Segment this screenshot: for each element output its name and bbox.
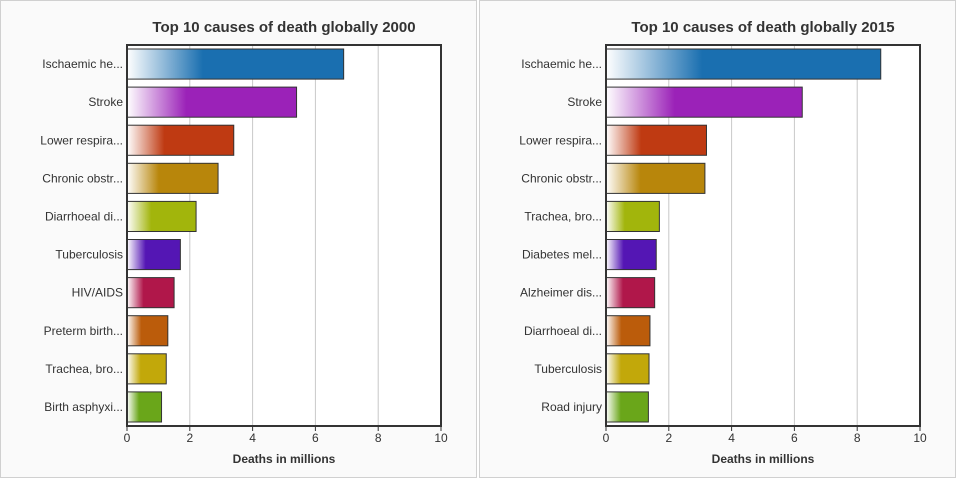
chart-title: Top 10 causes of death globally 2015	[631, 19, 894, 36]
x-tick-label: 6	[312, 431, 319, 445]
category-label: Lower respira...	[40, 133, 123, 147]
category-label: Chronic obstr...	[42, 171, 123, 185]
bar[interactable]	[126, 48, 345, 80]
category-label: Stroke	[88, 95, 123, 109]
x-tick-label: 6	[791, 431, 798, 445]
bar[interactable]	[605, 48, 882, 80]
bar[interactable]	[605, 86, 803, 118]
x-tick-label: 0	[603, 431, 610, 445]
bar[interactable]	[605, 200, 660, 232]
plot-frame	[605, 44, 921, 427]
category-label: Ischaemic he...	[42, 57, 123, 71]
bar[interactable]	[126, 124, 235, 156]
bar[interactable]	[126, 391, 163, 423]
x-tick-label: 4	[249, 431, 256, 445]
bar[interactable]	[126, 353, 167, 385]
bar[interactable]	[605, 277, 656, 309]
bar[interactable]	[605, 162, 706, 194]
bar[interactable]	[605, 391, 649, 423]
x-tick-label: 2	[186, 431, 193, 445]
x-tick-label: 2	[665, 431, 672, 445]
plot-frame	[126, 44, 442, 427]
x-tick-label: 0	[124, 431, 131, 445]
category-label: Stroke	[567, 95, 602, 109]
category-label: Diabetes mel...	[522, 248, 602, 262]
chart-panel-2015: Top 10 causes of death globally 2015 Isc…	[479, 0, 956, 478]
category-label: Tuberculosis	[55, 248, 123, 262]
category-label: Trachea, bro...	[45, 362, 123, 376]
x-tick-label: 10	[434, 431, 448, 445]
x-axis-label: Deaths in millions	[233, 452, 336, 466]
bar[interactable]	[605, 315, 651, 347]
category-label: Birth asphyxi...	[44, 400, 123, 414]
chart-panel-2000: Top 10 causes of death globally 2000 Isc…	[0, 0, 477, 478]
bar[interactable]	[126, 162, 219, 194]
category-label: Diarrhoeal di...	[45, 209, 123, 223]
category-label: Trachea, bro...	[524, 209, 602, 223]
bar-chart-2000: Top 10 causes of death globally 2000 Isc…	[40, 19, 448, 466]
bar-chart-2015: Top 10 causes of death globally 2015 Isc…	[519, 19, 927, 466]
x-tick-label: 8	[375, 431, 382, 445]
x-tick-label: 8	[854, 431, 861, 445]
category-label: HIV/AIDS	[72, 286, 123, 300]
category-label: Ischaemic he...	[521, 57, 602, 71]
category-label: Diarrhoeal di...	[524, 324, 602, 338]
x-tick-label: 4	[728, 431, 735, 445]
bar[interactable]	[605, 353, 650, 385]
category-label: Chronic obstr...	[521, 171, 602, 185]
chart-title: Top 10 causes of death globally 2000	[152, 19, 415, 36]
bar[interactable]	[126, 200, 197, 232]
bar[interactable]	[126, 315, 169, 347]
bar[interactable]	[126, 277, 175, 309]
category-label: Alzheimer dis...	[520, 286, 602, 300]
bar[interactable]	[126, 86, 298, 118]
x-axis-label: Deaths in millions	[712, 452, 815, 466]
bar[interactable]	[605, 239, 657, 271]
category-label: Lower respira...	[519, 133, 602, 147]
bar[interactable]	[126, 239, 181, 271]
x-tick-label: 10	[913, 431, 927, 445]
category-label: Road injury	[541, 400, 602, 414]
category-label: Preterm birth...	[44, 324, 123, 338]
category-label: Tuberculosis	[534, 362, 602, 376]
bar[interactable]	[605, 124, 707, 156]
